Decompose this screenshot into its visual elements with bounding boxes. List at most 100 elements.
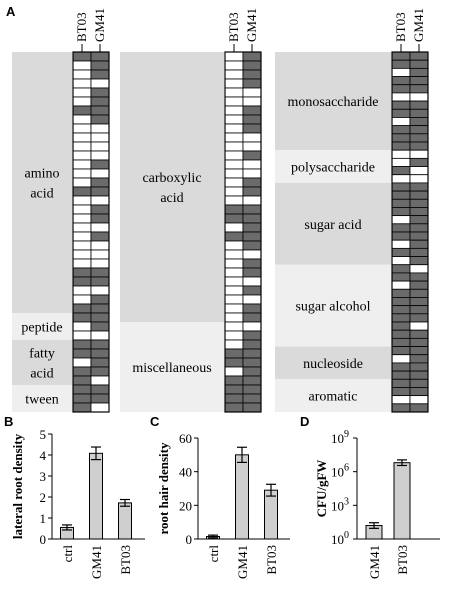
- utilization-cell: [90, 105, 110, 116]
- column-header-label: GM41: [411, 8, 426, 42]
- utilization-cell: [409, 198, 429, 208]
- utilization-cell: [72, 366, 92, 377]
- x-tick-label: BT03: [118, 545, 133, 575]
- utilization-cell: [72, 303, 92, 314]
- utilization-cell: [409, 256, 429, 266]
- utilization-cell: [391, 403, 411, 413]
- utilization-cell: [224, 357, 244, 368]
- utilization-cell: [224, 249, 244, 260]
- utilization-cell: [224, 222, 244, 233]
- category-band: [12, 340, 72, 385]
- utilization-cell: [72, 402, 92, 413]
- utilization-cell: [90, 240, 110, 251]
- utilization-cell: [242, 60, 262, 71]
- y-tick-label: 109: [331, 429, 349, 446]
- utilization-cell: [224, 402, 244, 413]
- utilization-cell: [409, 337, 429, 347]
- utilization-cell: [224, 51, 244, 62]
- y-tick-label: 1: [40, 511, 47, 526]
- utilization-cell: [72, 87, 92, 98]
- utilization-cell: [391, 92, 411, 102]
- grid-border: [224, 51, 262, 413]
- utilization-cell: [391, 370, 411, 380]
- utilization-cell: [224, 159, 244, 170]
- utilization-cell: [72, 357, 92, 368]
- utilization-cell: [242, 159, 262, 170]
- utilization-cell: [90, 114, 110, 125]
- bar: [235, 454, 249, 540]
- x-tick-label: ctrl: [206, 545, 221, 563]
- utilization-cell: [409, 157, 429, 167]
- utilization-cell: [391, 362, 411, 372]
- utilization-cell: [72, 213, 92, 224]
- category-label: amino: [25, 167, 60, 182]
- utilization-cell: [90, 402, 110, 413]
- panel-c-bar-chart: 0 20 40 60 ctrl GM41 BT03 root hair density: [156, 431, 290, 579]
- utilization-cell: [242, 276, 262, 287]
- category-band: [275, 150, 391, 183]
- utilization-cell: [72, 222, 92, 233]
- utilization-cell: [409, 280, 429, 290]
- utilization-cell: [409, 149, 429, 159]
- utilization-cell: [391, 59, 411, 69]
- utilization-cell: [242, 303, 262, 314]
- utilization-cell: [72, 285, 92, 296]
- utilization-cell: [242, 69, 262, 80]
- utilization-cell: [242, 132, 262, 143]
- utilization-cell: [391, 231, 411, 241]
- utilization-cell: [409, 329, 429, 339]
- utilization-cell: [242, 51, 262, 62]
- y-tick-label: 2: [40, 490, 47, 505]
- utilization-cell: [72, 249, 92, 260]
- utilization-cell: [242, 348, 262, 359]
- utilization-cell: [409, 190, 429, 200]
- x-tick-label: GM41: [367, 545, 382, 579]
- utilization-cell: [391, 247, 411, 257]
- utilization-cell: [391, 239, 411, 249]
- utilization-cell: [391, 280, 411, 290]
- utilization-cell: [224, 240, 244, 251]
- utilization-cell: [391, 395, 411, 405]
- utilization-cell: [409, 108, 429, 118]
- utilization-cell: [391, 149, 411, 159]
- category-band: [120, 52, 224, 322]
- category-label: fatty: [29, 347, 55, 362]
- utilization-cell: [242, 312, 262, 323]
- utilization-cell: [72, 375, 92, 386]
- column-header-label: BT03: [393, 12, 408, 42]
- utilization-cell: [224, 105, 244, 116]
- utilization-cell: [224, 96, 244, 107]
- utilization-cell: [409, 100, 429, 110]
- utilization-cell: [224, 384, 244, 395]
- grid-border: [72, 51, 110, 413]
- y-tick-label: 100: [331, 530, 349, 547]
- utilization-cell: [409, 182, 429, 192]
- utilization-cell: [224, 258, 244, 269]
- utilization-cell: [242, 366, 262, 377]
- utilization-cell: [72, 105, 92, 116]
- utilization-cell: [391, 387, 411, 397]
- utilization-cell: [409, 117, 429, 127]
- utilization-cell: [72, 231, 92, 242]
- utilization-cell: [224, 285, 244, 296]
- category-band: [12, 52, 72, 313]
- utilization-cell: [72, 195, 92, 206]
- utilization-cell: [391, 141, 411, 151]
- utilization-cell: [409, 370, 429, 380]
- utilization-cell: [409, 59, 429, 69]
- utilization-cell: [224, 339, 244, 350]
- y-tick-label: 0: [186, 532, 193, 547]
- panel-label-c: C: [150, 414, 160, 429]
- utilization-cell: [391, 321, 411, 331]
- category-label: tween: [25, 393, 58, 408]
- utilization-cell: [391, 215, 411, 225]
- utilization-cell: [242, 231, 262, 242]
- utilization-cell: [242, 168, 262, 179]
- utilization-cell: [391, 76, 411, 86]
- utilization-cell: [90, 87, 110, 98]
- category-label: sugar alcohol: [295, 300, 370, 315]
- utilization-cell: [224, 114, 244, 125]
- utilization-cell: [242, 222, 262, 233]
- utilization-cell: [224, 204, 244, 215]
- category-band: [12, 313, 72, 340]
